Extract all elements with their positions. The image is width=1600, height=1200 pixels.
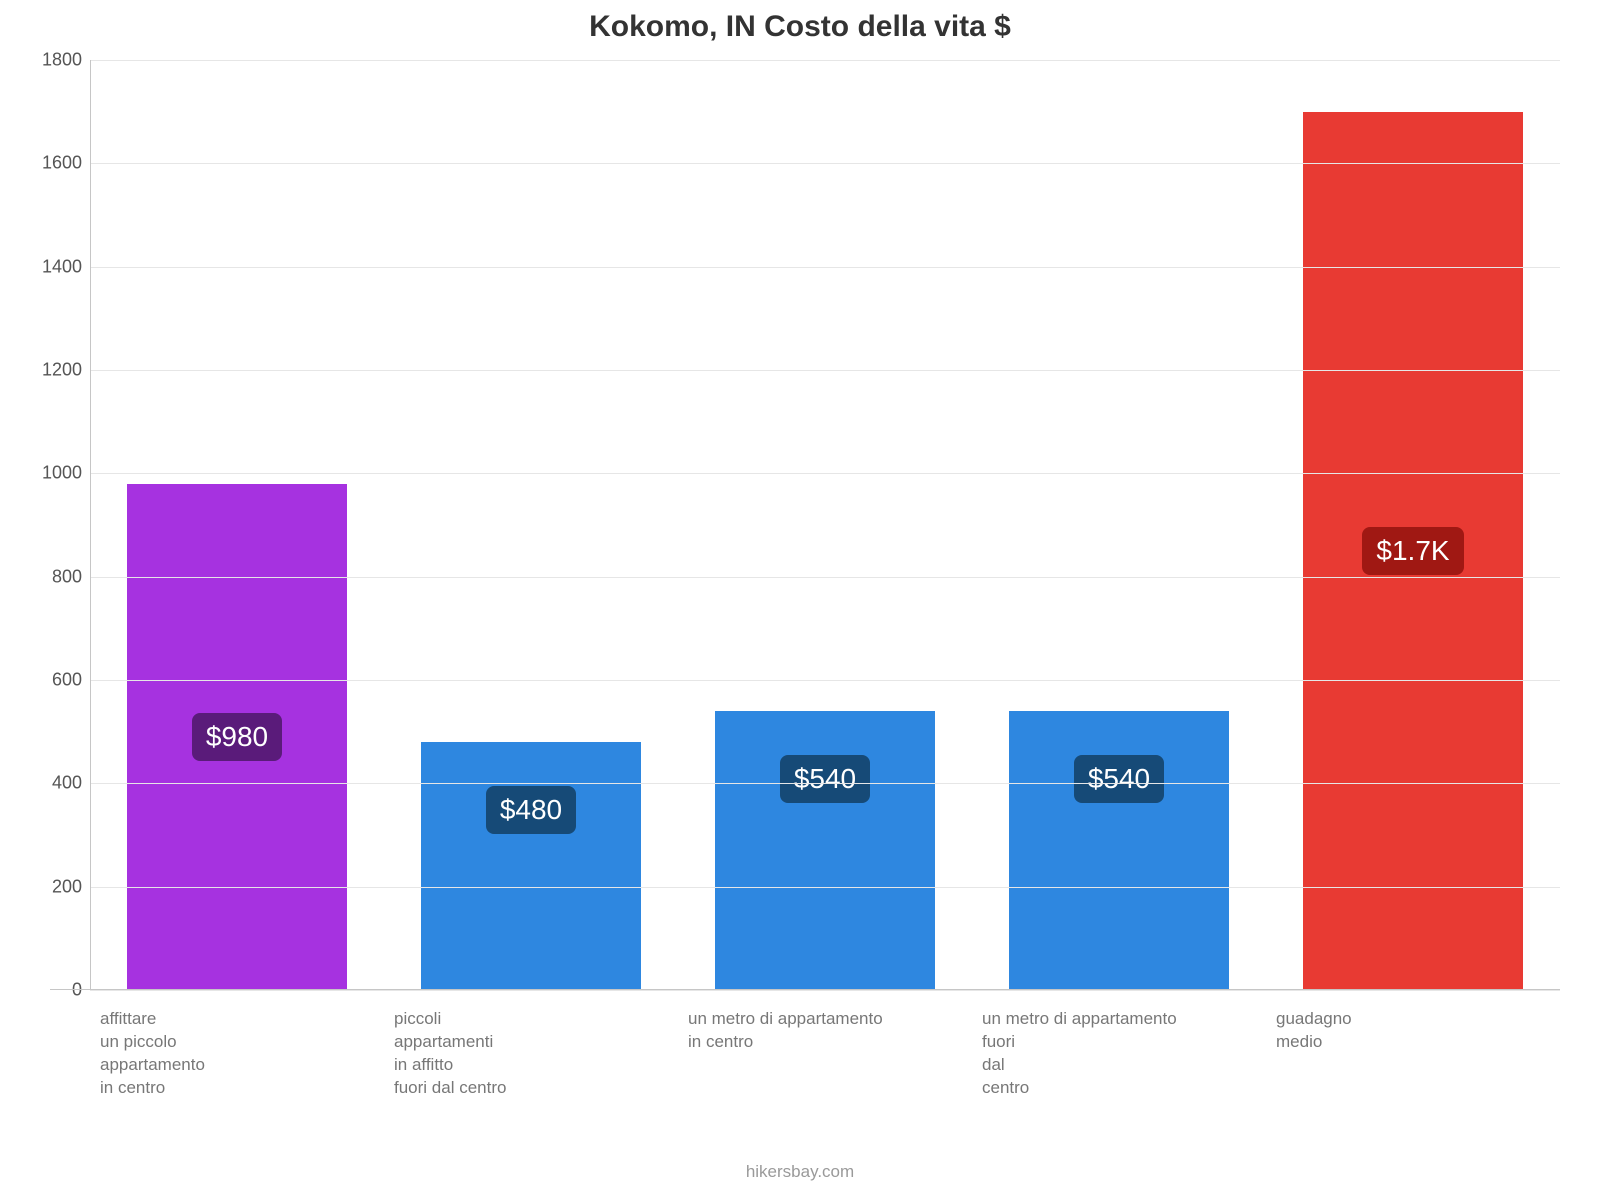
bar-value-label: $480 <box>486 786 576 834</box>
bar: $540 <box>715 711 936 990</box>
bars-layer: $980 $480 $540 $540 $1.7K <box>90 60 1560 990</box>
grid-line <box>90 783 1560 784</box>
bar-value-label: $540 <box>1074 755 1164 803</box>
bar: $980 <box>127 484 348 990</box>
x-label-slot: un metro di appartamento fuori dal centr… <box>972 990 1266 1150</box>
x-label: un metro di appartamento in centro <box>688 1008 883 1054</box>
y-tick-label: 400 <box>52 773 90 794</box>
grid-line <box>90 163 1560 164</box>
x-label: affittare un piccolo appartamento in cen… <box>100 1008 205 1100</box>
bar-slot: $980 <box>90 60 384 990</box>
y-tick-label: 600 <box>52 670 90 691</box>
x-label: un metro di appartamento fuori dal centr… <box>982 1008 1177 1100</box>
x-label: piccoli appartamenti in affitto fuori da… <box>394 1008 506 1100</box>
bar-value-label: $540 <box>780 755 870 803</box>
x-label: guadagno medio <box>1276 1008 1352 1054</box>
bar-slot: $540 <box>972 60 1266 990</box>
grid-line <box>90 370 1560 371</box>
bar: $480 <box>421 742 642 990</box>
bar-value-label: $980 <box>192 713 282 761</box>
y-tick-label: 1400 <box>42 256 90 277</box>
grid-line <box>90 577 1560 578</box>
x-label-slot: affittare un piccolo appartamento in cen… <box>90 990 384 1150</box>
chart-container: Kokomo, IN Costo della vita $ $980 $480 $5… <box>0 0 1600 1200</box>
chart-title: Kokomo, IN Costo della vita $ <box>0 10 1600 44</box>
chart-footer: hikersbay.com <box>0 1162 1600 1182</box>
y-tick-label: 1000 <box>42 463 90 484</box>
bar: $540 <box>1009 711 1230 990</box>
grid-line <box>90 267 1560 268</box>
y-tick-label: 800 <box>52 566 90 587</box>
grid-line <box>90 680 1560 681</box>
x-axis-labels: affittare un piccolo appartamento in cen… <box>90 990 1560 1150</box>
grid-line <box>90 887 1560 888</box>
y-tick-label: 1200 <box>42 360 90 381</box>
y-tick-label: 1600 <box>42 153 90 174</box>
bar-slot: $540 <box>678 60 972 990</box>
y-tick-label: 1800 <box>42 50 90 71</box>
x-label-slot: un metro di appartamento in centro <box>678 990 972 1150</box>
plot-area: $980$480$540$540$1.7K 020040060080010001… <box>90 60 1560 990</box>
bar-slot: $1.7K <box>1266 60 1560 990</box>
grid-line <box>90 473 1560 474</box>
y-axis-line <box>90 60 91 990</box>
grid-line <box>90 60 1560 61</box>
bar-value-label: $1.7K <box>1362 527 1463 575</box>
x-label-slot: piccoli appartamenti in affitto fuori da… <box>384 990 678 1150</box>
y-tick-label: 200 <box>52 876 90 897</box>
bar: $1.7K <box>1303 112 1524 990</box>
x-label-slot: guadagno medio <box>1266 990 1560 1150</box>
bar-slot: $480 <box>384 60 678 990</box>
y-tick-label: 0 <box>72 980 90 1001</box>
